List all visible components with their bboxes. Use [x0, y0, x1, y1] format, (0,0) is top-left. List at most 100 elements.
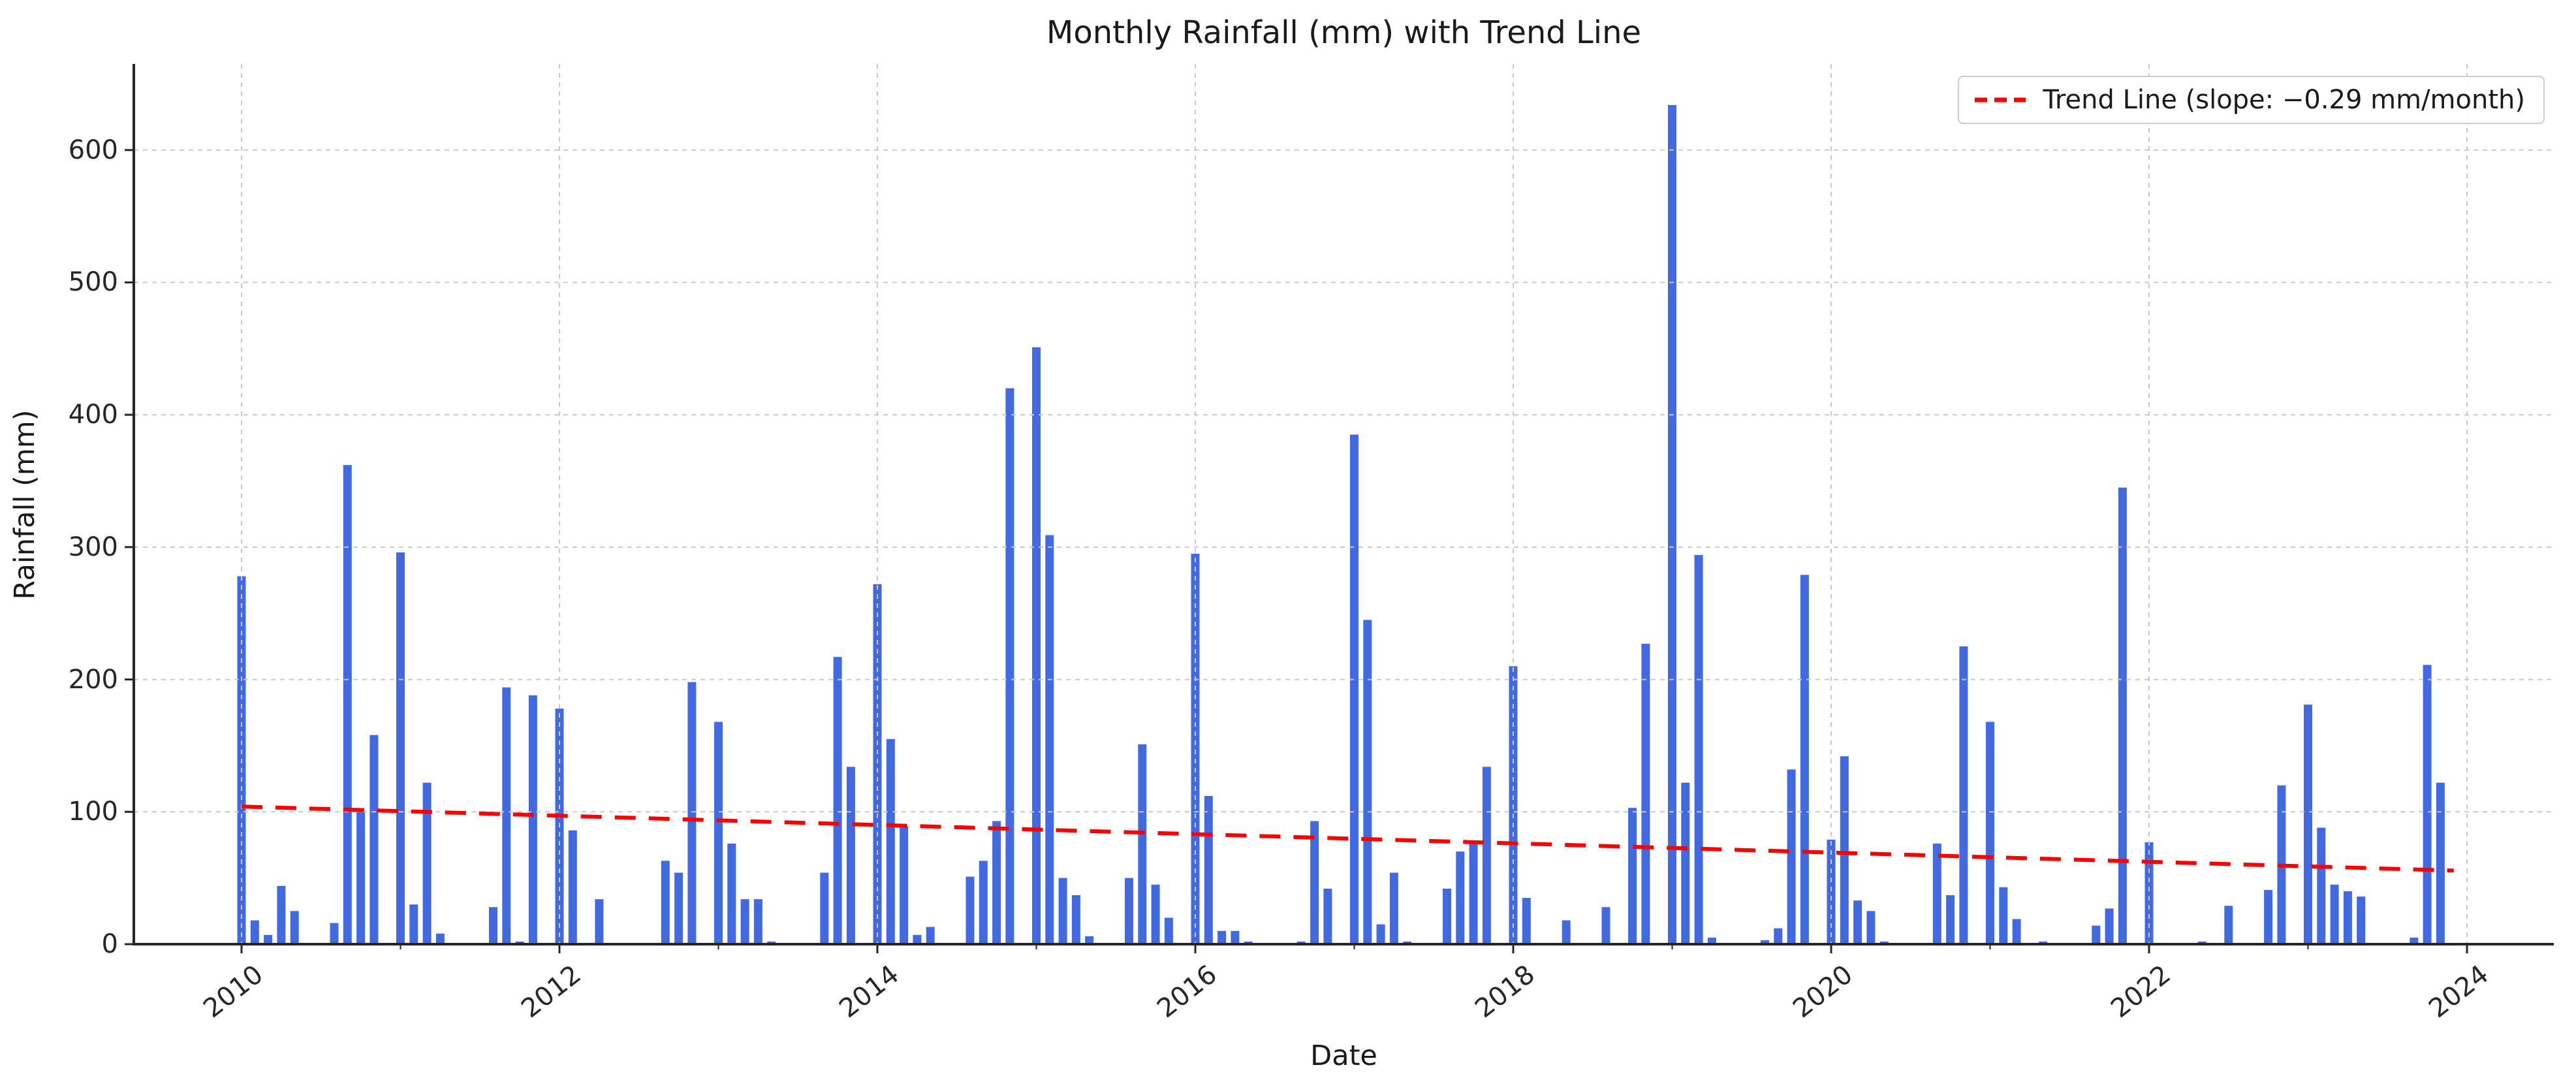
bar	[1244, 941, 1253, 944]
trend-line-sample-icon	[1975, 97, 2026, 103]
bar	[966, 876, 975, 944]
bar	[1668, 104, 1676, 944]
bar	[1376, 924, 1385, 944]
bar	[356, 812, 366, 944]
trend-line	[241, 804, 2454, 873]
bar	[2224, 906, 2233, 944]
bar	[250, 920, 259, 944]
bar	[2410, 937, 2419, 944]
bar	[1323, 888, 1332, 944]
bar	[1005, 388, 1014, 944]
bar	[1310, 821, 1319, 944]
bar	[502, 687, 511, 944]
y-axis-label: Rainfall (mm)	[8, 409, 41, 600]
bar	[2304, 705, 2312, 944]
bar	[1707, 937, 1716, 944]
bar	[1522, 898, 1531, 944]
bar	[1443, 888, 1451, 944]
bar	[1456, 851, 1465, 944]
bar	[1138, 744, 1147, 944]
bar	[1164, 917, 1173, 944]
bar	[767, 941, 776, 944]
bar	[1787, 769, 1796, 944]
bar	[913, 934, 922, 944]
bar	[2144, 842, 2154, 944]
bar	[1071, 895, 1080, 944]
bar	[1999, 887, 2008, 944]
legend-label: Trend Line (slope: −0.29 mm/month)	[2043, 85, 2525, 115]
bar	[1932, 843, 1941, 944]
bar	[515, 941, 524, 944]
bar	[1959, 646, 1968, 944]
bar	[1986, 722, 1994, 944]
bar	[740, 899, 749, 944]
bar	[1601, 907, 1610, 944]
bar	[396, 552, 405, 944]
bar	[277, 885, 286, 944]
bar	[1085, 936, 1094, 944]
bar	[1628, 808, 1637, 944]
bar	[1403, 941, 1412, 944]
bar	[1562, 920, 1571, 944]
bar	[2012, 919, 2021, 944]
bar	[409, 904, 418, 944]
bar	[2105, 908, 2114, 944]
bar	[674, 872, 683, 944]
bar	[1774, 928, 1783, 944]
bar	[1296, 941, 1306, 944]
bar	[2264, 889, 2273, 944]
chart-title: Monthly Rainfall (mm) with Trend Line	[1046, 14, 1642, 51]
bar	[369, 735, 379, 944]
bar	[687, 682, 697, 944]
axes	[125, 64, 2554, 953]
bar	[727, 843, 736, 944]
bar	[1761, 940, 1769, 944]
bar	[1946, 895, 1955, 944]
bar	[489, 907, 497, 944]
bar	[1125, 878, 1133, 944]
x-axis-label: Date	[1310, 1040, 1377, 1072]
bars	[237, 104, 2445, 944]
y-tick-label: 300	[68, 532, 118, 562]
bar	[846, 767, 855, 944]
bar	[1204, 796, 1213, 944]
bar	[992, 821, 1001, 944]
bar	[1045, 535, 1054, 944]
y-tick-label: 100	[68, 797, 118, 827]
bar	[568, 830, 577, 944]
bar	[926, 927, 935, 944]
bar	[1363, 620, 1372, 944]
bar	[1840, 756, 1849, 944]
bar	[1231, 930, 1240, 944]
bar	[1389, 872, 1398, 944]
bar	[1641, 643, 1650, 944]
bar	[2039, 941, 2048, 944]
bar	[753, 899, 762, 944]
bar	[714, 722, 723, 944]
bar	[422, 782, 432, 944]
bar	[833, 657, 842, 944]
bar	[435, 933, 445, 944]
bar	[343, 465, 352, 944]
bar	[1469, 840, 1478, 944]
bar	[886, 739, 895, 944]
bar	[2436, 782, 2445, 944]
bar	[1694, 555, 1703, 944]
bar	[873, 584, 882, 944]
bar	[661, 861, 670, 944]
bar	[1032, 347, 1041, 944]
bar	[1681, 782, 1690, 944]
bar	[1482, 767, 1491, 944]
bar	[2118, 487, 2127, 944]
y-tick-label: 600	[68, 135, 118, 165]
bar	[1191, 554, 1200, 944]
bar	[1879, 941, 1889, 944]
bar	[1800, 575, 1809, 944]
legend: Trend Line (slope: −0.29 mm/month)	[1958, 76, 2545, 124]
bar	[900, 826, 909, 944]
bar	[1058, 878, 1067, 944]
bar	[290, 911, 299, 944]
gridlines	[134, 64, 2554, 944]
